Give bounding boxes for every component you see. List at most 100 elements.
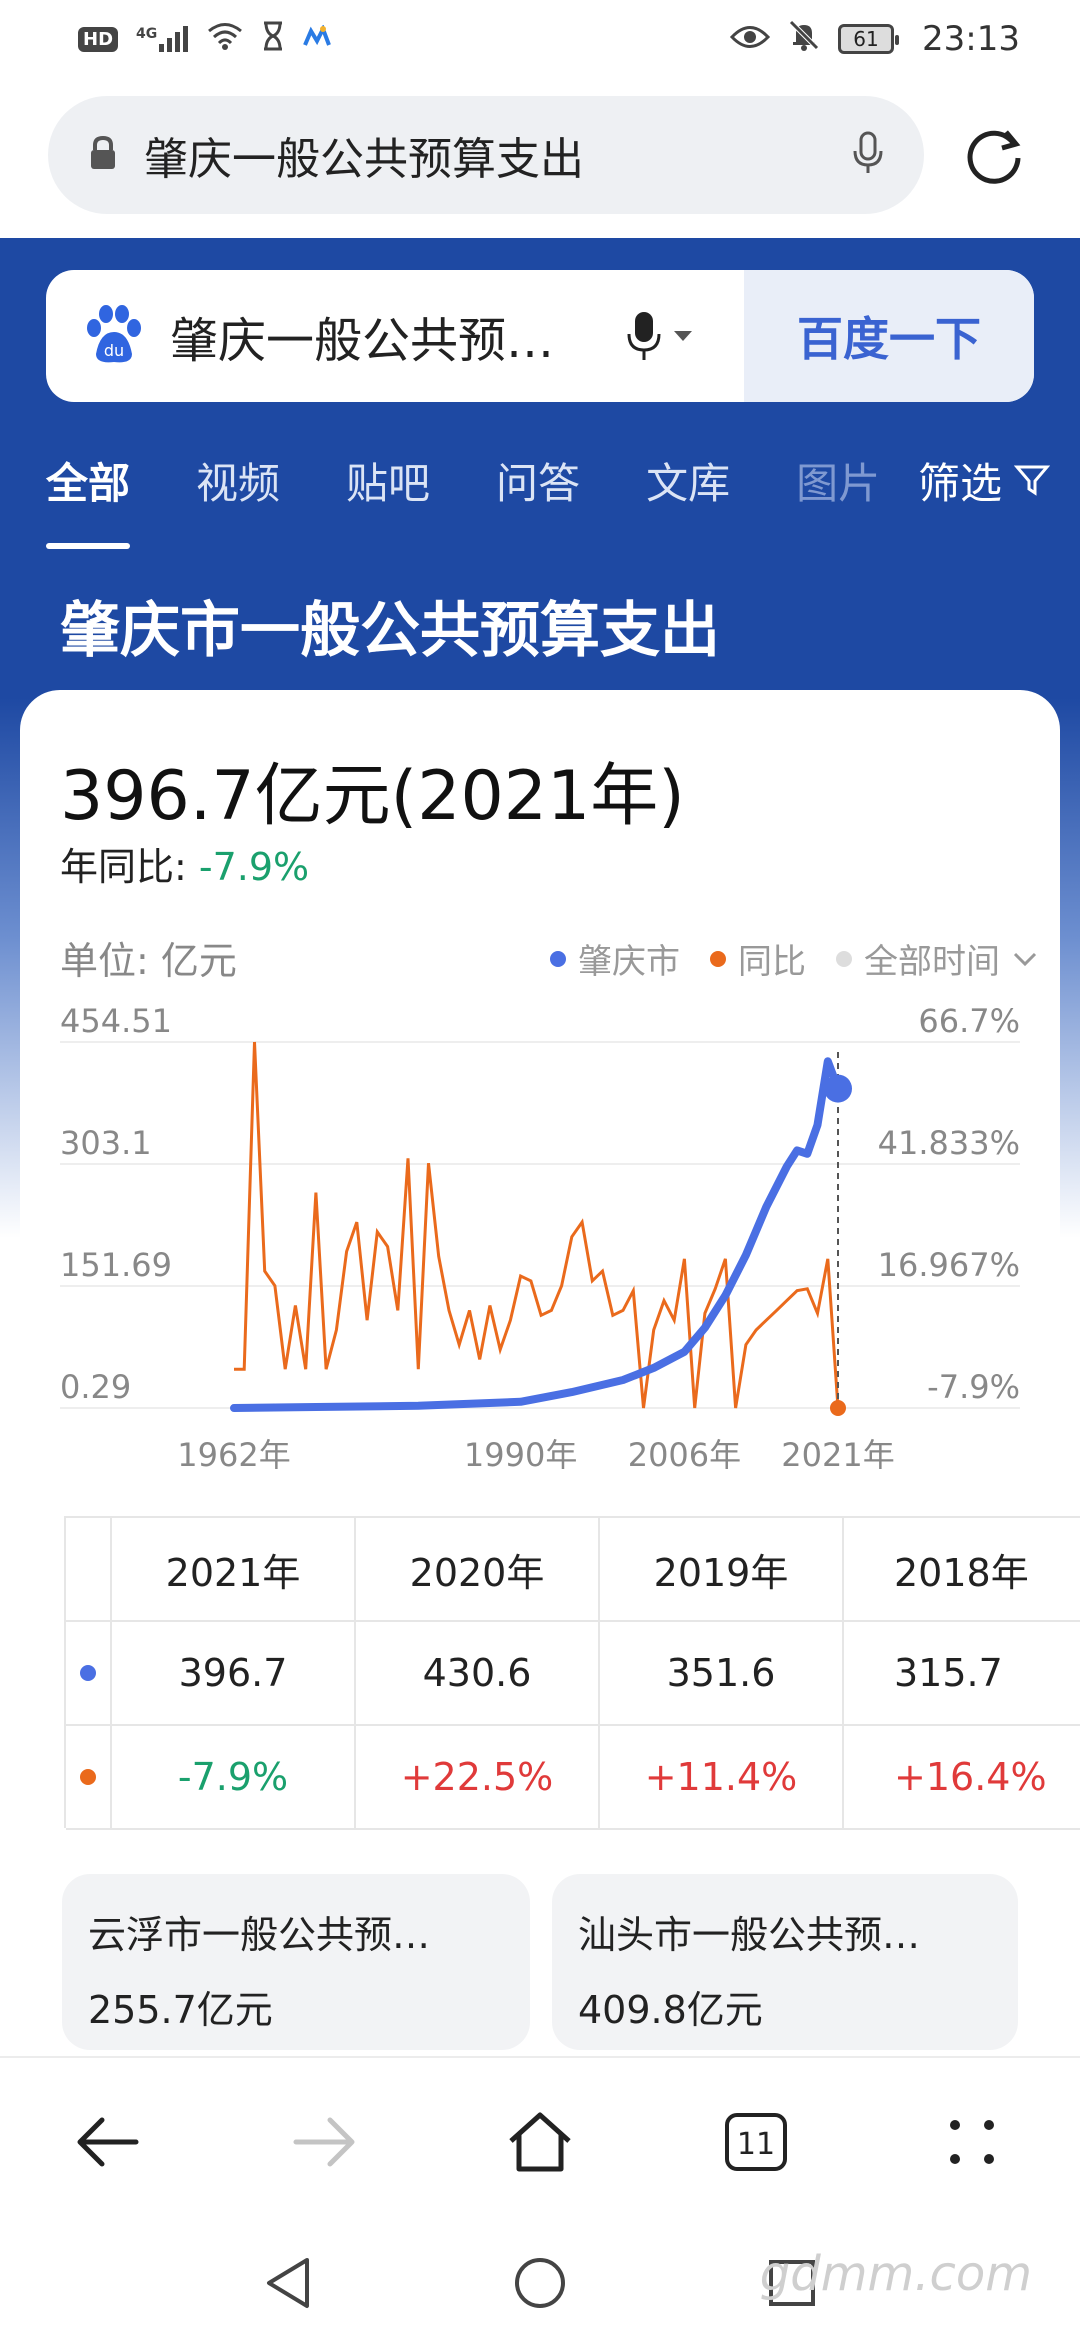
yoy-value: -7.9% bbox=[198, 845, 310, 889]
left-axis-tick-label: 303.1 bbox=[60, 1124, 152, 1162]
filter-button[interactable]: 筛选 bbox=[895, 440, 1050, 520]
forward-button[interactable] bbox=[279, 2097, 369, 2187]
filter-label: 筛选 bbox=[917, 458, 1002, 508]
table-year-header: 2021年 bbox=[112, 1518, 356, 1620]
legend-series-city[interactable]: 肇庆市 bbox=[550, 934, 680, 983]
wifi-icon bbox=[207, 22, 243, 57]
svg-text:du: du bbox=[104, 341, 124, 360]
result-card bbox=[20, 690, 1060, 2070]
series-city-line bbox=[230, 1057, 842, 1412]
tab-images[interactable]: 图片 bbox=[796, 458, 881, 508]
table-row: 396.7 430.6 351.6 315.7 bbox=[66, 1622, 1080, 1726]
microphone-icon bbox=[627, 312, 661, 360]
table-cell-yoy: +16.4% bbox=[894, 1755, 1047, 1799]
left-axis-tick-label: 151.69 bbox=[60, 1246, 172, 1284]
time-range-selector[interactable]: 全部时间 bbox=[836, 934, 1038, 983]
yoy-label: 年同比: bbox=[60, 845, 187, 889]
address-bar[interactable]: 肇庆一般公共预算支出 bbox=[48, 96, 924, 214]
time-range-label: 全部时间 bbox=[864, 942, 1000, 982]
tab-qa[interactable]: 问答 bbox=[496, 458, 581, 508]
home-button[interactable] bbox=[495, 2097, 585, 2187]
line-chart[interactable]: 454.51 303.1 151.69 0.29 66.7% 41.833% 16.967… bbox=[0, 1000, 1080, 1500]
tabs-icon: 11 bbox=[725, 2113, 787, 2171]
reload-icon bbox=[967, 130, 1021, 184]
tab-all[interactable]: 全部 bbox=[46, 450, 131, 549]
lock-icon bbox=[88, 135, 118, 175]
headline-value: 396.7亿元(2021年) bbox=[60, 757, 685, 836]
search-query-text[interactable]: 肇庆一般公共预… bbox=[170, 313, 555, 369]
table-year-header: 2019年 bbox=[600, 1518, 844, 1620]
table-cell-value: 430.6 bbox=[356, 1622, 600, 1724]
yoy-summary: 年同比: -7.9% bbox=[60, 836, 309, 891]
table-year-header: 2020年 bbox=[356, 1518, 600, 1620]
arrow-right-icon bbox=[293, 2117, 355, 2167]
left-axis-tick-label: 454.51 bbox=[60, 1002, 172, 1040]
legend-label-yoy: 同比 bbox=[738, 942, 806, 982]
row-marker-orange bbox=[66, 1726, 112, 1828]
home-icon bbox=[509, 2112, 571, 2172]
left-axis-tick-label: 0.29 bbox=[60, 1368, 131, 1406]
system-home-icon[interactable] bbox=[513, 2256, 567, 2310]
chart-legend: 肇庆市 同比 全部时间 bbox=[550, 934, 1038, 983]
right-axis-tick-label: -7.9% bbox=[927, 1368, 1020, 1406]
right-axis-tick-label: 66.7% bbox=[918, 1002, 1020, 1040]
related-value: 409.8亿元 bbox=[578, 1988, 763, 2032]
app-notification-icon bbox=[303, 23, 332, 56]
tab-tieba[interactable]: 贴吧 bbox=[346, 458, 431, 508]
tabs-button[interactable]: 11 bbox=[711, 2097, 801, 2187]
reload-button[interactable] bbox=[958, 120, 1030, 192]
arrow-left-icon bbox=[77, 2117, 139, 2167]
legend-dot-gray bbox=[836, 950, 852, 967]
right-axis-tick-label: 16.967% bbox=[878, 1246, 1020, 1284]
search-tabs: 全部 视频 贴吧 问答 文库 图片 bbox=[0, 430, 1080, 549]
legend-dot-orange bbox=[710, 950, 726, 967]
table-header-row: 2021年 2020年 2019年 2018年 bbox=[66, 1518, 1080, 1622]
tabs-count: 11 bbox=[737, 2127, 775, 2162]
legend-label-city: 肇庆市 bbox=[578, 942, 680, 982]
battery-icon: 61 bbox=[838, 24, 900, 54]
hourglass-icon bbox=[261, 21, 285, 58]
table-cell-value: 396.7 bbox=[112, 1622, 356, 1724]
search-submit-button[interactable]: 百度一下 bbox=[744, 270, 1034, 402]
table-year-header: 2018年 bbox=[894, 1550, 1029, 1595]
system-recents-icon[interactable] bbox=[767, 2258, 817, 2308]
table-cell-yoy: -7.9% bbox=[112, 1726, 356, 1828]
mute-bell-icon bbox=[788, 19, 820, 60]
table-cell-yoy: +22.5% bbox=[356, 1726, 600, 1828]
chevron-down-icon bbox=[674, 331, 692, 341]
system-back-icon[interactable] bbox=[263, 2256, 313, 2310]
voice-input-control[interactable] bbox=[626, 310, 694, 362]
browser-toolbar: 肇庆一般公共预算支出 bbox=[0, 78, 1080, 238]
tab-wenku[interactable]: 文库 bbox=[646, 458, 731, 508]
watermark: gdmm.com bbox=[759, 2246, 1032, 2302]
related-card-shantou[interactable]: 汕头市一般公共预… 409.8亿元 bbox=[552, 1874, 1018, 2050]
eye-icon bbox=[729, 19, 771, 59]
table-cell-value: 351.6 bbox=[600, 1622, 844, 1724]
x-axis-tick-label: 1962年 bbox=[177, 1436, 290, 1474]
chevron-down-icon bbox=[1013, 952, 1037, 966]
series-yoy-line bbox=[234, 1041, 840, 1409]
related-title: 云浮市一般公共预… bbox=[88, 1913, 431, 1957]
x-axis-tick-label: 2021年 bbox=[781, 1436, 894, 1474]
baidu-paw-icon: du bbox=[87, 305, 141, 363]
signal-icon: 4G bbox=[136, 26, 189, 52]
search-box[interactable]: du 肇庆一般公共预… 百度一下 bbox=[46, 270, 1034, 402]
table-cell-yoy: +11.4% bbox=[600, 1726, 844, 1828]
selected-point-city bbox=[824, 1074, 852, 1103]
tab-video[interactable]: 视频 bbox=[196, 458, 281, 508]
status-bar: HD 4G 61 23:13 bbox=[0, 0, 1080, 78]
legend-series-yoy[interactable]: 同比 bbox=[710, 934, 806, 983]
voice-search-icon[interactable] bbox=[852, 131, 884, 179]
legend-dot-blue bbox=[550, 950, 566, 967]
back-button[interactable] bbox=[63, 2097, 153, 2187]
table-row: -7.9% +22.5% +11.4% +16.4% bbox=[66, 1726, 1080, 1830]
related-card-yunfu[interactable]: 云浮市一般公共预… 255.7亿元 bbox=[62, 1874, 530, 2050]
unit-label: 单位: 亿元 bbox=[60, 939, 237, 983]
menu-button[interactable] bbox=[927, 2097, 1017, 2187]
filter-icon bbox=[1014, 465, 1050, 496]
related-title: 汕头市一般公共预… bbox=[578, 1913, 921, 1957]
data-table: 2021年 2020年 2019年 2018年 396.7 430.6 351.… bbox=[64, 1516, 1080, 1830]
row-marker-blue bbox=[66, 1622, 112, 1724]
x-axis-tick-label: 2006年 bbox=[628, 1436, 741, 1474]
clock: 23:13 bbox=[922, 19, 1020, 59]
